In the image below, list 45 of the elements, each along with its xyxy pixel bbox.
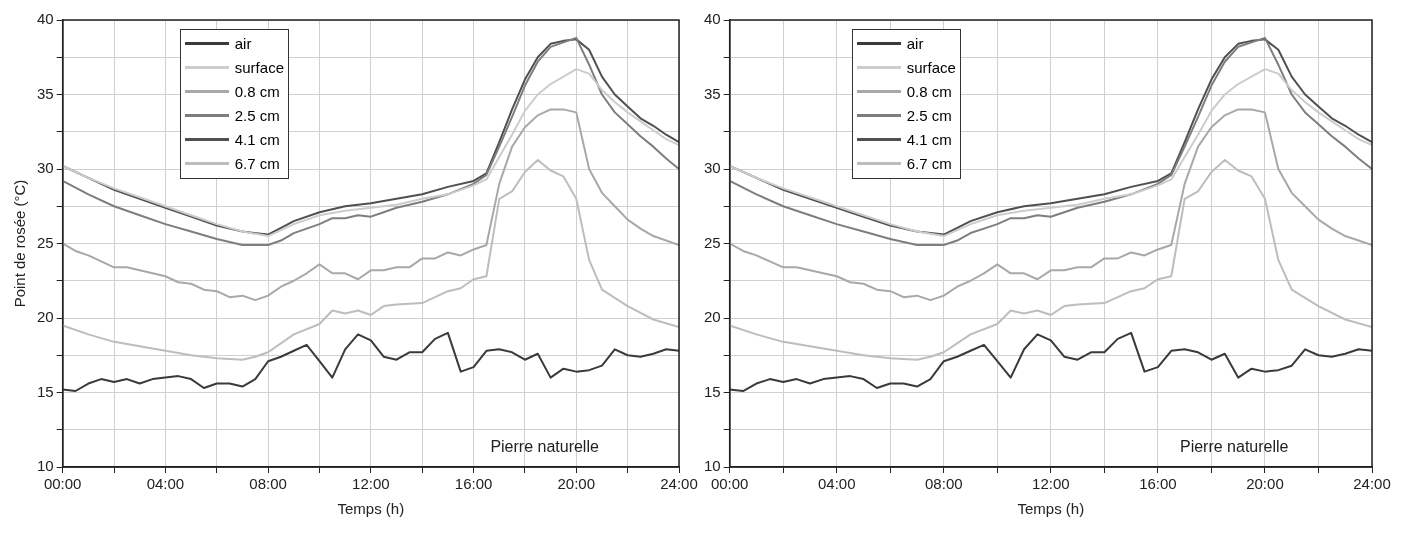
y-tick-label: 40 [37,10,54,28]
x-tick-label: 12:00 [352,475,390,493]
y-tick-label: 10 [37,457,54,475]
legend-label: 0.8 cm [234,83,280,101]
legend-label: 4.1 cm [906,131,952,149]
x-axis-title: Temps (h) [337,500,405,518]
x-tick-label: 16:00 [1139,475,1177,493]
x-tick-label: 08:00 [249,475,287,493]
y-tick-label: 25 [37,233,54,251]
x-tick-label: 24:00 [660,475,698,493]
y-tick-label: 20 [704,308,721,326]
y-tick-label: 35 [704,84,721,102]
y-tick-label: 10 [704,457,721,475]
y-tick-label: 30 [37,159,54,177]
x-tick-label: 08:00 [925,475,963,493]
x-tick-label: 20:00 [557,475,596,493]
y-axis-title: Point de rosée (°C) [11,179,29,308]
y-tick-label: 35 [37,84,54,102]
x-tick-label: 20:00 [1246,475,1284,493]
x-tick-label: 24:00 [1353,475,1391,493]
legend-label: 4.1 cm [234,131,280,149]
legend-label: 0.8 cm [906,83,952,101]
legend-label: surface [234,59,284,77]
legend-label: air [234,35,252,53]
legend-label: 6.7 cm [906,155,952,173]
y-tick-label: 40 [704,10,721,28]
x-axis-title: Temps (h) [1017,500,1085,518]
legend-label: 2.5 cm [234,107,280,125]
annotation: Pierre naturelle [490,438,599,456]
y-tick-label: 15 [37,382,54,400]
y-tick-label: 15 [704,382,721,400]
legend-label: 6.7 cm [234,155,280,173]
y-tick-label: 20 [37,308,54,326]
annotation: Pierre naturelle [1179,438,1289,456]
x-tick-label: 04:00 [146,475,185,493]
x-tick-label: 00:00 [710,475,749,493]
legend-label: 2.5 cm [906,107,952,125]
y-tick-label: 30 [704,159,721,177]
x-tick-label: 12:00 [1032,475,1070,493]
legend-label: surface [906,59,956,77]
legend-label: air [906,35,924,53]
x-tick-label: 16:00 [454,475,493,493]
x-tick-label: 00:00 [43,475,82,493]
x-tick-label: 04:00 [817,475,856,493]
y-tick-label: 25 [704,233,721,251]
